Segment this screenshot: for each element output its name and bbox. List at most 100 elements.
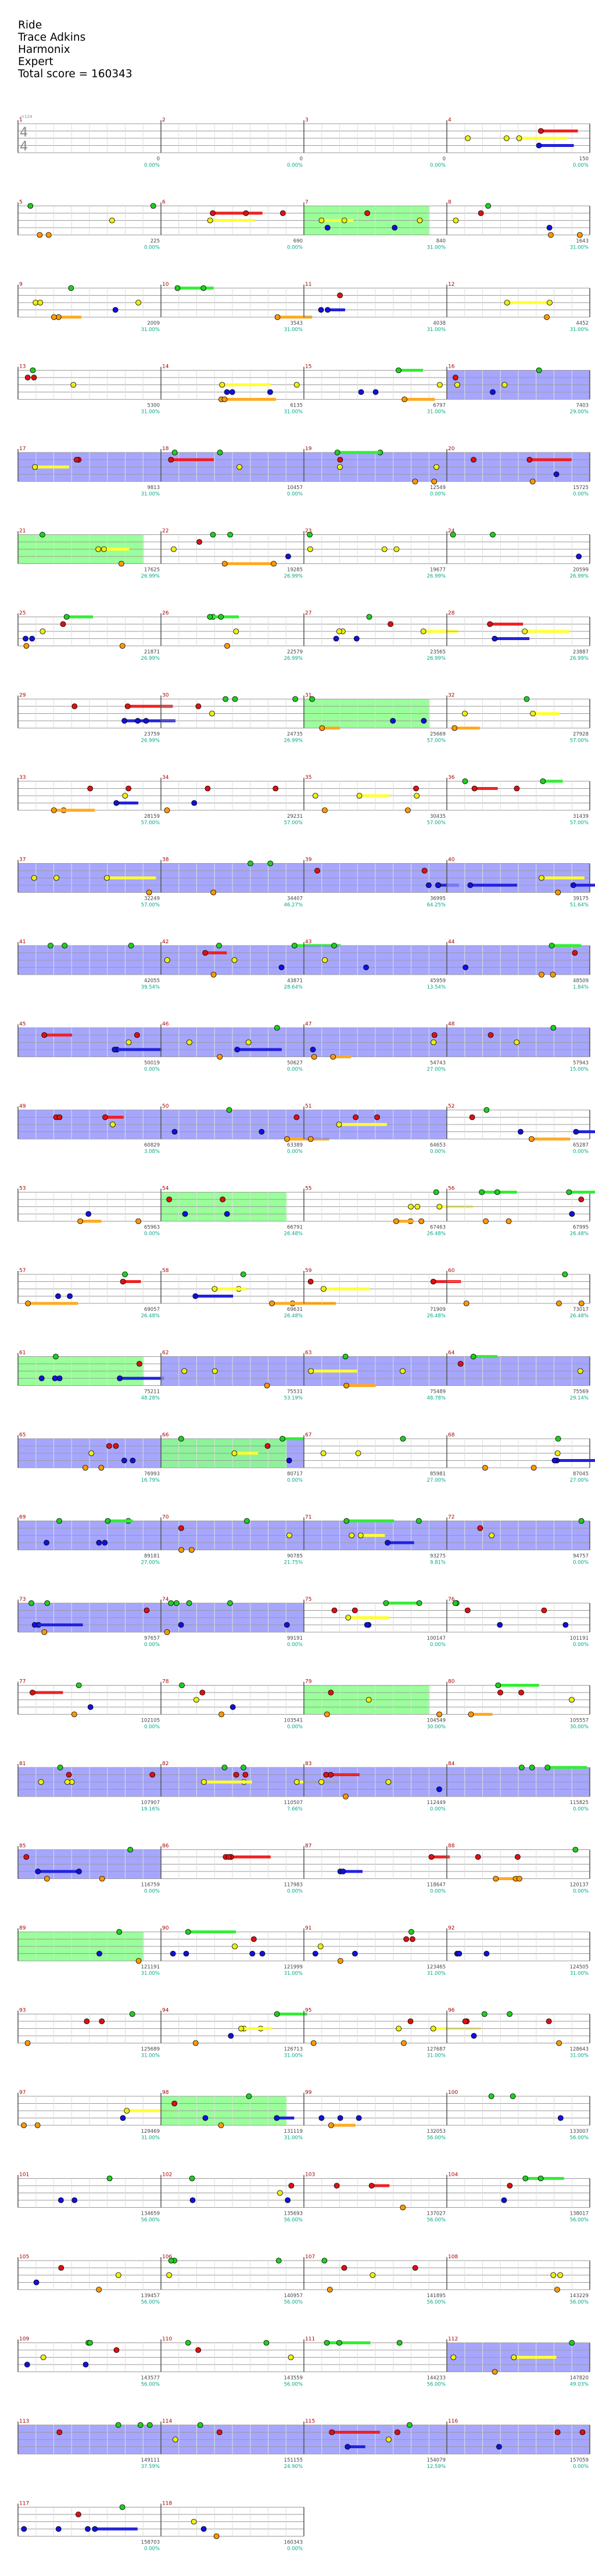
note — [44, 1540, 49, 1546]
measure-percent: 0.00% — [430, 1642, 446, 1648]
note — [576, 232, 583, 238]
measure-percent: 31.00% — [570, 245, 589, 251]
note — [539, 972, 544, 978]
measure-number: 64 — [448, 1350, 455, 1356]
note — [274, 1025, 280, 1031]
note — [385, 2437, 392, 2442]
note — [51, 807, 57, 813]
note — [201, 1779, 207, 1785]
note — [403, 1936, 410, 1942]
measure-number: 55 — [305, 1186, 311, 1192]
sustain-bar — [205, 951, 227, 954]
note — [569, 1211, 575, 1217]
sustain-bar — [386, 1601, 421, 1605]
note — [195, 703, 202, 709]
sustain-bar — [576, 1130, 595, 1133]
note — [37, 300, 44, 306]
note — [345, 1615, 352, 1621]
note — [430, 1278, 436, 1285]
measure-percent: 57.00% — [284, 820, 303, 826]
measure-number: 29 — [19, 693, 26, 699]
measure-number: 86 — [162, 1844, 169, 1849]
note — [224, 389, 230, 395]
note — [25, 1300, 31, 1306]
measure-score: 147820 — [570, 2376, 589, 2381]
note — [232, 696, 238, 702]
measure-number: 71 — [305, 1515, 311, 1521]
measure-percent: 26.99% — [141, 656, 160, 662]
note — [149, 1772, 156, 1778]
note — [285, 2197, 291, 2203]
note — [471, 2033, 477, 2039]
note — [96, 2287, 102, 2293]
measure-score: 66791 — [287, 1225, 303, 1231]
note — [178, 1525, 184, 1531]
measure-score: 131119 — [284, 2129, 303, 2135]
note — [328, 2122, 334, 2128]
note — [364, 210, 370, 216]
note — [506, 1218, 512, 1224]
note — [164, 1629, 170, 1635]
measure-score: 121191 — [141, 1964, 160, 1970]
note — [44, 1600, 51, 1606]
measure-percent: 0.00% — [287, 491, 303, 497]
note — [135, 1958, 142, 1964]
note — [307, 531, 313, 538]
note — [453, 217, 459, 224]
measure-number: 36 — [448, 775, 455, 781]
note — [84, 2018, 90, 2024]
measure-number: 83 — [305, 1761, 311, 1767]
note — [401, 2040, 407, 2046]
note — [572, 1846, 579, 1853]
measure-number: 27 — [305, 610, 311, 616]
measure-percent: 15.00% — [570, 1067, 589, 1073]
song-title: Ride — [18, 19, 42, 31]
measure-percent: 0.00% — [287, 1724, 303, 1730]
note — [353, 635, 360, 642]
measure-number: 99 — [305, 2090, 312, 2096]
note — [493, 1876, 499, 1882]
measure-number: 18 — [162, 446, 169, 452]
measure-score: 110507 — [284, 1800, 303, 1806]
note — [143, 718, 149, 724]
measure-percent: 0.00% — [430, 1806, 446, 1812]
note — [556, 2040, 562, 2046]
measure-percent: 56.00% — [284, 2218, 303, 2223]
sustain-bar — [80, 1220, 102, 1223]
sustain-bar — [66, 615, 94, 619]
note — [212, 1368, 218, 1374]
note — [96, 1540, 102, 1546]
measure-number: 104 — [448, 2172, 458, 2178]
note — [99, 1876, 105, 1882]
note — [551, 1457, 558, 1464]
note — [179, 1682, 185, 1688]
note — [23, 643, 30, 649]
note — [164, 957, 170, 963]
note — [433, 464, 439, 470]
measure-score: 4452 — [576, 321, 589, 326]
measure-score: 6797 — [433, 403, 446, 409]
note — [30, 367, 36, 373]
note — [104, 875, 110, 881]
note — [310, 2040, 317, 2046]
measure-percent: 16.79% — [141, 1478, 160, 1483]
sustain-bar — [398, 369, 423, 372]
measure-score: 50019 — [144, 1061, 160, 1066]
sustain-bar — [337, 451, 381, 454]
measure-score: 151155 — [284, 2458, 303, 2463]
note — [21, 2526, 27, 2532]
note — [229, 389, 235, 395]
note — [267, 389, 273, 395]
note — [501, 382, 508, 388]
note — [393, 546, 400, 552]
measure-score: 64653 — [430, 1143, 446, 1148]
note — [292, 696, 299, 702]
note — [431, 1039, 437, 1046]
note — [539, 875, 544, 881]
note — [578, 1197, 585, 1202]
measure-number: 90 — [162, 1925, 169, 1931]
measure-number: 82 — [162, 1761, 169, 1767]
note — [233, 1772, 239, 1778]
measure-number: 28 — [448, 610, 455, 616]
sustain-bar — [323, 1287, 370, 1291]
